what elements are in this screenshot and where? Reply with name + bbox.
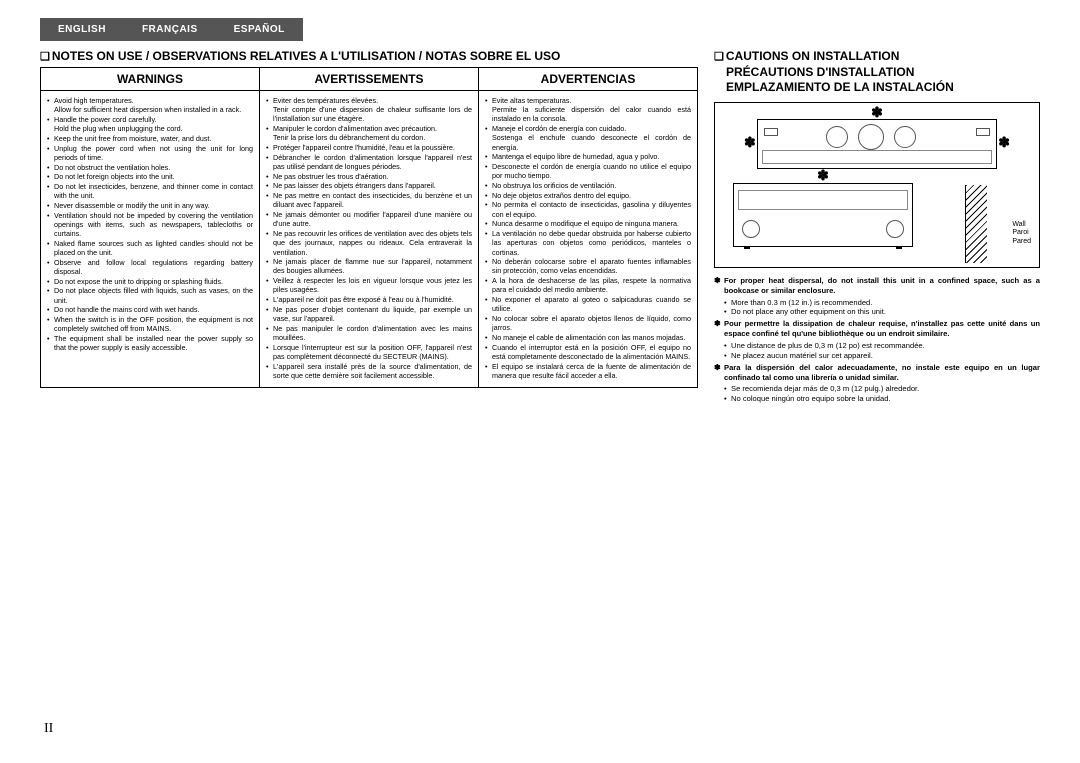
list-item: No colocar sobre el aparato objetos llen… <box>485 314 691 332</box>
list-item: Veillez à respecter les lois en vigueur … <box>266 276 472 294</box>
list-item: Mantenga el equipo libre de humedad, agu… <box>485 152 691 161</box>
list-item: Ne jamais démonter ou modifier l'apparei… <box>266 210 472 228</box>
cautions-title: ❏CAUTIONS ON INSTALLATION PRÉCAUTIONS D'… <box>714 49 1040 96</box>
wall-icon <box>965 185 987 263</box>
warnings-fr-cell: Eviter des températures élevées.Tenir co… <box>260 91 479 388</box>
list-item: El equipo se instalará cerca de la fuent… <box>485 362 691 380</box>
wall-label: Wall Paroi Pared <box>1012 221 1031 246</box>
list-item: Nunca desarme o modifique el equipo de n… <box>485 219 691 228</box>
list-item: L'appareil sera installé près de la sour… <box>266 362 472 380</box>
list-item: Do not let insecticides, benzene, and th… <box>47 182 253 200</box>
list-item: When the switch is in the OFF position, … <box>47 315 253 333</box>
list-item: Do not let foreign objects into the unit… <box>47 172 253 181</box>
list-item: Naked flame sources such as lighted cand… <box>47 239 253 257</box>
list-item: Ne pas laisser des objets étrangers dans… <box>266 181 472 190</box>
list-item: Ne pas mettre en contact des insecticide… <box>266 191 472 209</box>
list-item: A la hora de deshacerse de las pilas, re… <box>485 276 691 294</box>
list-item: Une distance de plus de 0,3 m (12 po) es… <box>724 341 1040 351</box>
list-item: More than 0.3 m (12 in.) is recommended. <box>724 298 1040 308</box>
list-item: No permita el contacto de insecticidas, … <box>485 200 691 218</box>
warnings-es-cell: Evite altas temperaturas.Permite la sufi… <box>479 91 698 388</box>
list-item: Do not place objects filled with liquids… <box>47 286 253 304</box>
notes-title: ❏NOTES ON USE / OBSERVATIONS RELATIVES A… <box>40 49 698 63</box>
list-item: Maneje el cordón de energía con cuidado.… <box>485 124 691 152</box>
list-item: No deje objetos extraños dentro del equi… <box>485 191 691 200</box>
header-advertencias: ADVERTENCIAS <box>479 68 698 91</box>
header-avertissements: AVERTISSEMENTS <box>260 68 479 91</box>
list-item: Cuando el interruptor está en la posició… <box>485 343 691 361</box>
list-item: No maneje el cable de alimentación con l… <box>485 333 691 342</box>
list-item: Desconecte el cordón de energía cuando n… <box>485 162 691 180</box>
cautions-column: ❏CAUTIONS ON INSTALLATION PRÉCAUTIONS D'… <box>714 49 1040 406</box>
header-warnings: WARNINGS <box>41 68 260 91</box>
list-item: The equipment shall be installed near th… <box>47 334 253 352</box>
list-item: Do not obstruct the ventilation holes. <box>47 163 253 172</box>
notes-column: ❏NOTES ON USE / OBSERVATIONS RELATIVES A… <box>40 49 698 406</box>
list-item: Ne pas poser d'objet contenant du liquid… <box>266 305 472 323</box>
list-item: No coloque ningún otro equipo sobre la u… <box>724 394 1040 404</box>
language-tabs: ENGLISH FRANÇAIS ESPAÑOL <box>40 18 1040 41</box>
list-item: Ventilation should not be impeded by cov… <box>47 211 253 239</box>
list-item: Evite altas temperaturas.Permite la sufi… <box>485 96 691 124</box>
list-item: Handle the power cord carefully.Hold the… <box>47 115 253 133</box>
list-item: Keep the unit free from moisture, water,… <box>47 134 253 143</box>
tab-english[interactable]: ENGLISH <box>40 18 124 41</box>
unit-front-view <box>733 183 913 247</box>
list-item: No exponer el aparato al goteo o salpica… <box>485 295 691 313</box>
list-item: Do not handle the mains cord with wet ha… <box>47 305 253 314</box>
list-item: Eviter des températures élevées.Tenir co… <box>266 96 472 124</box>
list-item: Protéger l'appareil contre l'humidité, l… <box>266 143 472 152</box>
list-item: Ne jamais placer de flamme nue sur l'app… <box>266 257 472 275</box>
list-item: Lorsque l'interrupteur est sur la positi… <box>266 343 472 361</box>
warnings-en-cell: Avoid high temperatures.Allow for suffic… <box>41 91 260 388</box>
list-item: Avoid high temperatures.Allow for suffic… <box>47 96 253 114</box>
caution-en: For proper heat dispersal, do not instal… <box>714 276 1040 296</box>
list-item: Do not place any other equipment on this… <box>724 307 1040 317</box>
list-item: La ventilación no debe quedar obstruida … <box>485 229 691 257</box>
warnings-table: WARNINGS AVERTISSEMENTS ADVERTENCIAS Avo… <box>40 67 698 388</box>
caution-es: Para la dispersión del calor adecuadamen… <box>714 363 1040 383</box>
tab-espanol[interactable]: ESPAÑOL <box>216 18 303 41</box>
list-item: L'appareil ne doit pas être exposé à l'e… <box>266 295 472 304</box>
list-item: Ne pas recouvrir les orifices de ventila… <box>266 229 472 257</box>
list-item: Se recomienda dejar más de 0,3 m (12 pul… <box>724 384 1040 394</box>
list-item: Observe and follow local regulations reg… <box>47 258 253 276</box>
list-item: Débrancher le cordon d'alimentation lors… <box>266 153 472 171</box>
list-item: Unplug the power cord when not using the… <box>47 144 253 162</box>
unit-top-view: ✽ ✽ ✽ <box>757 119 997 169</box>
list-item: Manipuler le cordon d'alimentation avec … <box>266 124 472 142</box>
list-item: Ne pas manipuler le cordon d'alimentatio… <box>266 324 472 342</box>
page-number: II <box>44 721 53 737</box>
list-item: Never disassemble or modify the unit in … <box>47 201 253 210</box>
installation-diagram: ✽ ✽ ✽ ✽ <box>714 102 1040 268</box>
cautions-text: For proper heat dispersal, do not instal… <box>714 276 1040 404</box>
list-item: Do not expose the unit to dripping or sp… <box>47 277 253 286</box>
list-item: Ne placez aucun matériel sur cet apparei… <box>724 351 1040 361</box>
page-content: ❏NOTES ON USE / OBSERVATIONS RELATIVES A… <box>40 49 1040 406</box>
list-item: No deberán colocarse sobre el aparato fu… <box>485 257 691 275</box>
list-item: Ne pas obstruer les trous d'aération. <box>266 172 472 181</box>
tab-francais[interactable]: FRANÇAIS <box>124 18 216 41</box>
caution-fr: Pour permettre la dissipation de chaleur… <box>714 319 1040 339</box>
list-item: No obstruya los orificios de ventilación… <box>485 181 691 190</box>
